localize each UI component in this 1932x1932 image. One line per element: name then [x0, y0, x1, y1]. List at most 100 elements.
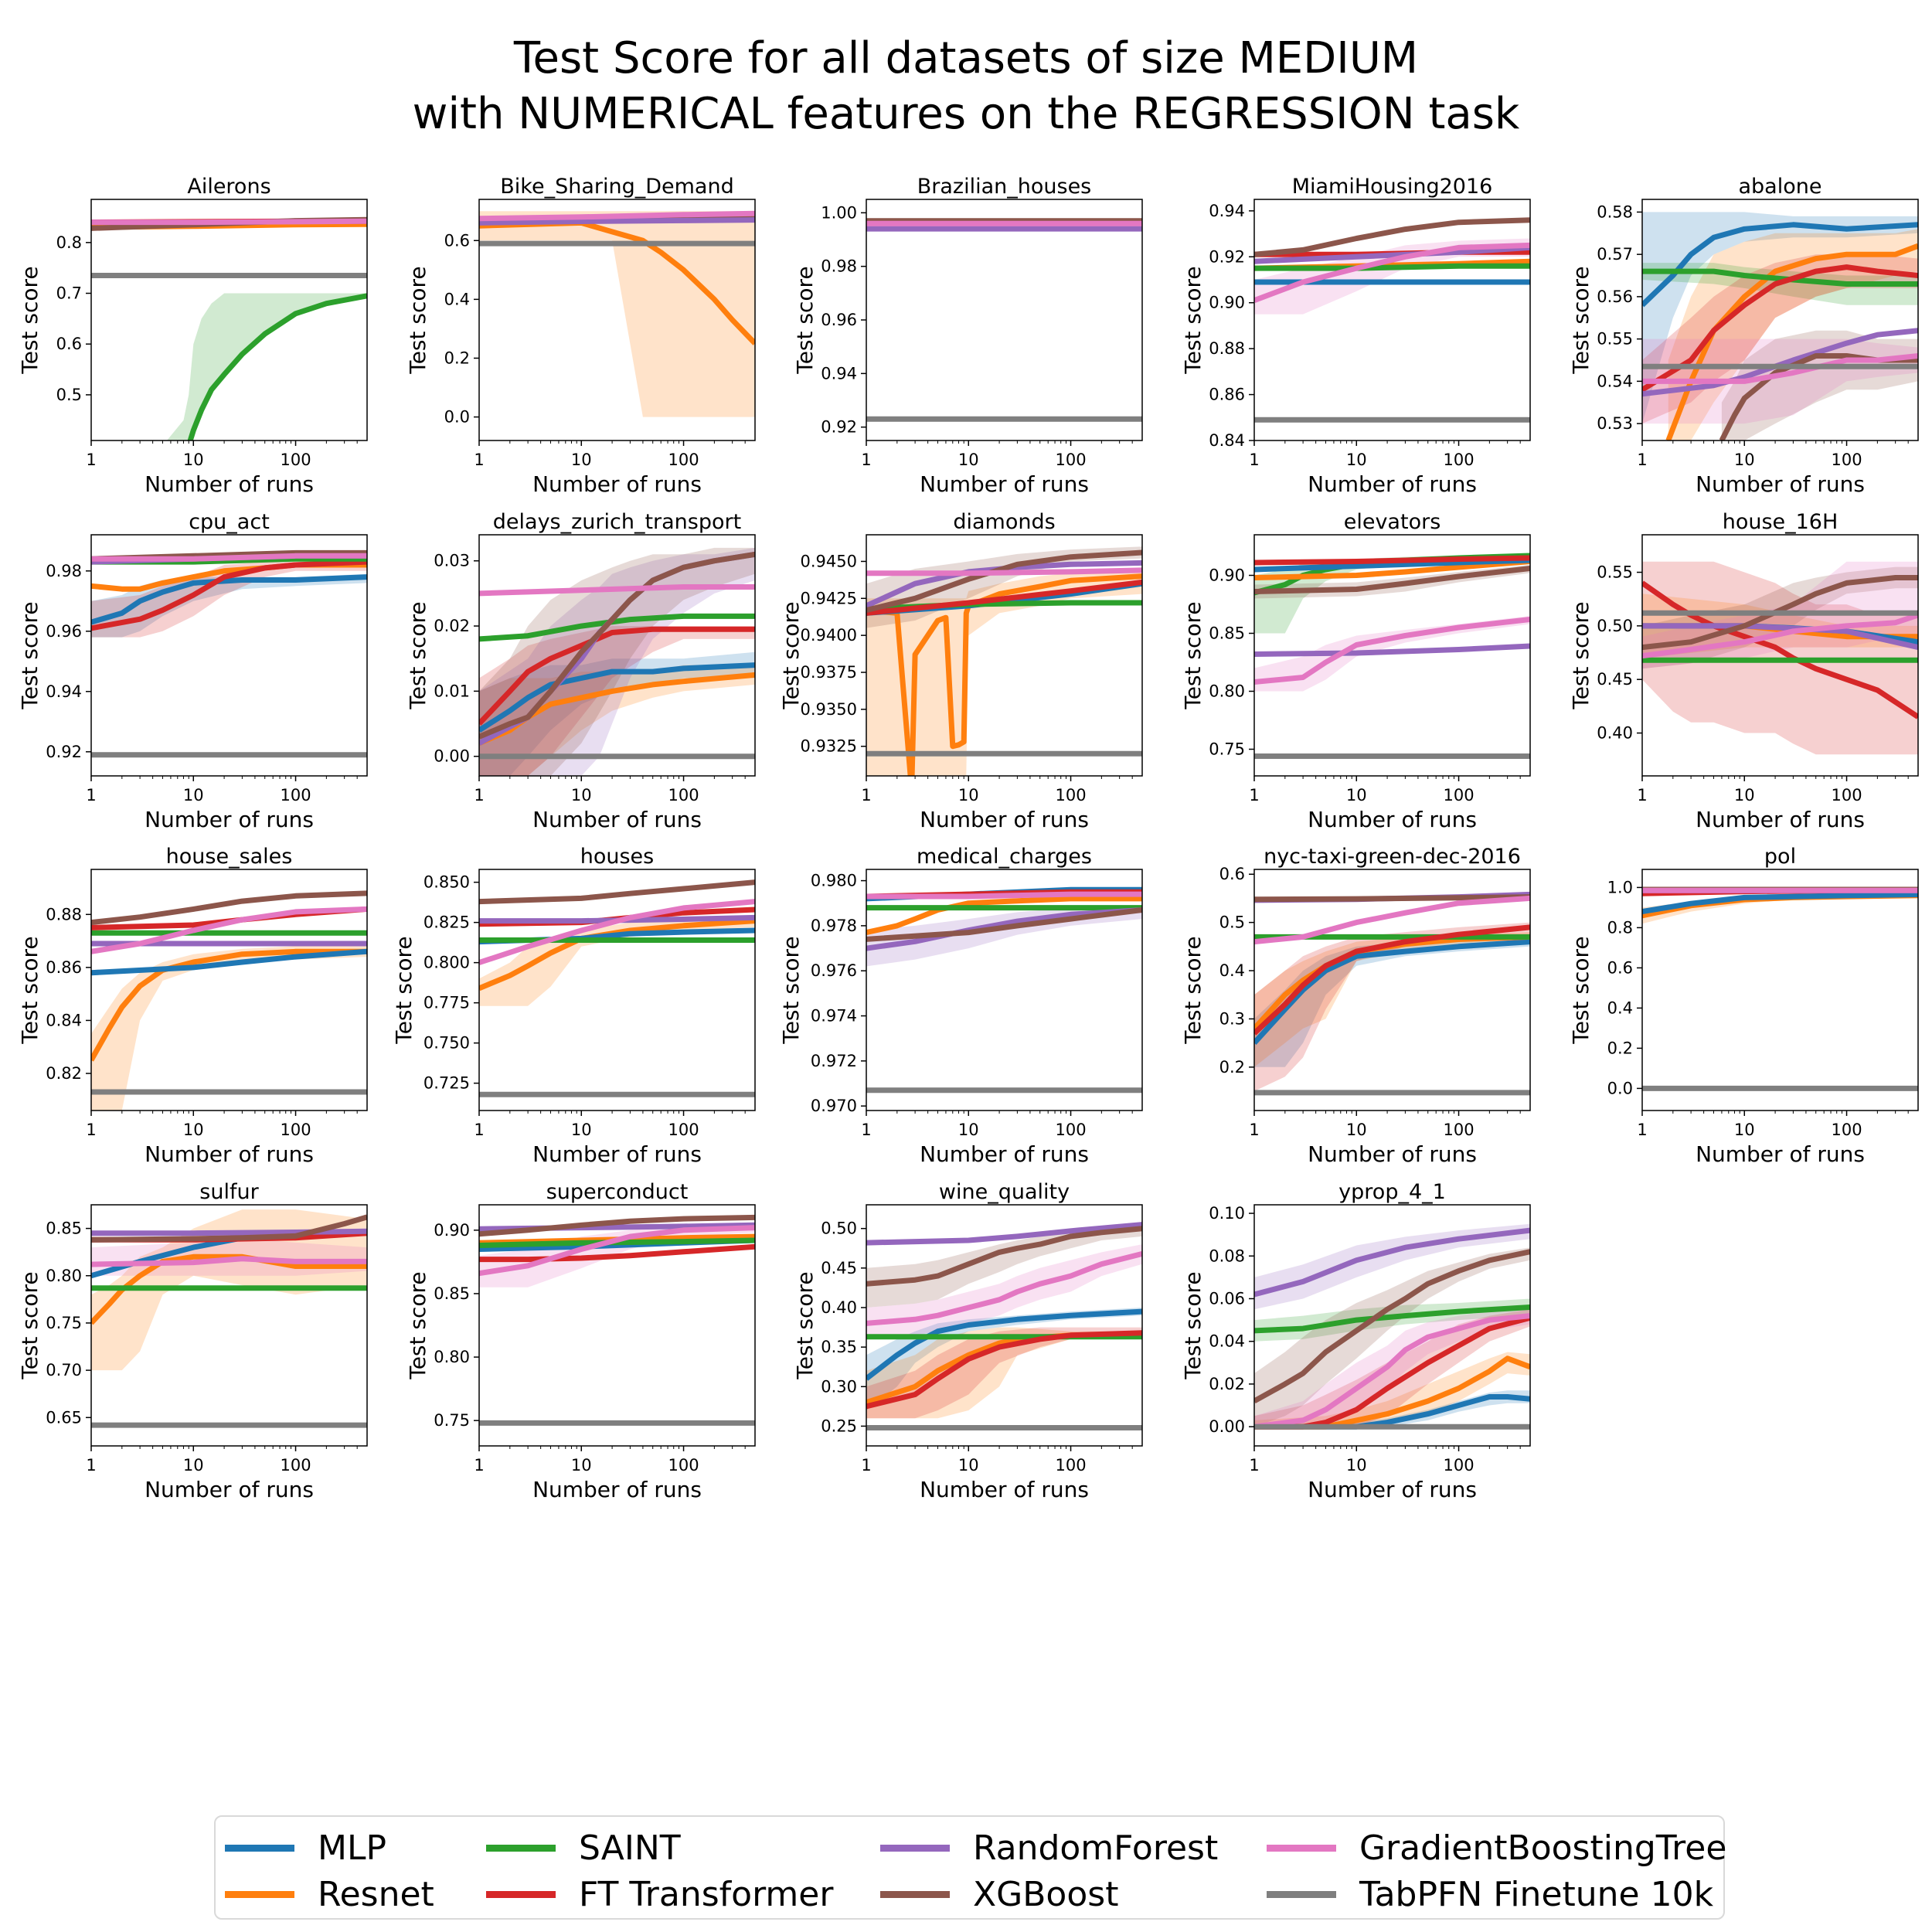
line-randomforest	[1254, 643, 1530, 657]
x-tick-label: 100	[1055, 786, 1086, 804]
y-axis-label: Test score	[17, 266, 43, 374]
subplot-miamihousing2016: MiamiHousing2016 1 10 100 0.84 0.86 0.88 0.90 0.…	[1180, 175, 1531, 497]
axes-frame	[478, 869, 756, 1111]
legend-item-xgboost: XGBoost	[880, 1871, 1118, 1917]
x-axis-label: Number of runs	[145, 1477, 314, 1502]
y-tick-label: 0.5	[56, 386, 82, 404]
line-mlp	[1254, 939, 1530, 1045]
y-tick-label: 0.85	[1209, 624, 1245, 643]
y-tick-label: 0.80	[434, 1348, 470, 1366]
x-tick-label: 10	[183, 1121, 204, 1139]
subplot-title: house_16H	[1723, 510, 1838, 534]
x-axis-label: Number of runs	[532, 807, 702, 832]
x-tick-label: 100	[1443, 786, 1474, 804]
y-tick-label: 0.30	[821, 1377, 857, 1396]
line-randomforest	[1642, 328, 1918, 397]
x-axis-label: Number of runs	[920, 1477, 1089, 1502]
plot-area	[1254, 891, 1530, 1096]
x-axis-label: Number of runs	[532, 1141, 702, 1167]
line-ft-transformer	[1642, 264, 1918, 393]
subplot-wine-quality: wine_quality 1 10 100 0.25 0.30 0.35 0.40 0.45 0.…	[792, 1180, 1143, 1502]
line-ft-transformer	[91, 559, 367, 631]
y-tick-label: 0.98	[821, 257, 857, 276]
x-tick-label: 100	[1831, 786, 1862, 804]
legend-label: SAINT	[579, 1828, 681, 1868]
x-tick-label: 100	[1443, 451, 1474, 469]
axes-frame	[866, 199, 1143, 441]
line-xgboost	[91, 1214, 367, 1243]
legend-item-tabpfn-finetune-10k: TabPFN Finetune 10k	[1267, 1871, 1713, 1917]
line-saint	[187, 293, 367, 440]
line-gradientboostingtree	[479, 210, 755, 222]
x-axis-label: Number of runs	[1308, 807, 1477, 832]
y-tick-label: 0.978	[811, 917, 857, 935]
y-tick-label: 0.00	[1209, 1417, 1245, 1436]
y-tick-label: 0.53	[1597, 414, 1633, 433]
line-gradientboostingtree	[91, 218, 367, 226]
y-tick-label: 0.55	[1597, 563, 1633, 582]
x-tick-label: 100	[280, 451, 311, 469]
legend-item-randomforest: RandomForest	[880, 1825, 1218, 1871]
x-tick-label: 1	[86, 786, 96, 804]
x-tick-label: 10	[183, 1456, 204, 1475]
y-tick-label: 0.92	[821, 418, 857, 437]
line-ft-transformer	[866, 1330, 1142, 1410]
line-resnet	[1254, 559, 1530, 580]
x-tick-label: 1	[861, 1121, 871, 1139]
x-tick-label: 1	[1637, 1121, 1647, 1139]
x-axis-label: Number of runs	[1308, 1141, 1477, 1167]
x-tick-label: 10	[183, 786, 204, 804]
x-tick-label: 100	[668, 451, 699, 469]
x-tick-label: 1	[86, 451, 96, 469]
x-tick-label: 1	[86, 1456, 96, 1475]
line-randomforest	[866, 1222, 1142, 1246]
y-tick-label: 0.84	[1209, 431, 1245, 450]
y-axis-label: Test score	[405, 601, 430, 709]
y-tick-label: 0.01	[434, 682, 470, 700]
subplot-title: superconduct	[546, 1180, 689, 1204]
band-xgboost	[1254, 1247, 1530, 1427]
subplot-house-sales: house_sales 1 10 100 0.82 0.84 0.86 0.88 Number …	[17, 845, 368, 1167]
x-axis-label: Number of runs	[532, 1477, 702, 1502]
axes-frame	[90, 869, 368, 1111]
y-axis-label: Test score	[17, 936, 43, 1044]
y-tick-label: 0.70	[46, 1361, 82, 1379]
line-gradientboostingtree	[866, 891, 1142, 900]
x-tick-label: 100	[1831, 451, 1862, 469]
line-mlp	[91, 948, 367, 976]
line-xgboost	[1254, 566, 1530, 594]
plot-area	[1642, 212, 1918, 440]
legend-item-ft-transformer: FT Transformer	[486, 1871, 833, 1917]
y-tick-label: 0.90	[434, 1221, 470, 1240]
legend-swatch	[486, 1844, 556, 1852]
y-tick-label: 0.03	[434, 552, 470, 570]
y-tick-label: 0.58	[1597, 202, 1633, 221]
plot-area	[1254, 217, 1530, 423]
x-tick-label: 10	[1346, 451, 1367, 469]
line-gradientboostingtree	[479, 584, 755, 597]
line-xgboost	[1642, 575, 1918, 651]
y-tick-label: 0.88	[1209, 339, 1245, 358]
y-tick-label: 0.25	[821, 1417, 857, 1435]
x-tick-label: 1	[861, 451, 871, 469]
legend-swatch	[225, 1890, 294, 1898]
x-tick-label: 1	[474, 451, 484, 469]
line-xgboost	[1254, 1249, 1530, 1404]
y-tick-label: 0.6	[444, 231, 470, 250]
axes-frame	[478, 1204, 756, 1447]
subplot-title: MiamiHousing2016	[1292, 175, 1493, 199]
axes-frame	[90, 199, 368, 441]
legend-label: XGBoost	[973, 1874, 1119, 1914]
band-gradientboostingtree	[479, 1223, 755, 1287]
y-tick-label: 0.45	[821, 1259, 857, 1277]
y-tick-label: 0.84	[46, 1011, 82, 1029]
legend-item-mlp: MLP	[225, 1825, 386, 1871]
x-axis-label: Number of runs	[1696, 1141, 1865, 1167]
line-gradientboostingtree	[1254, 1313, 1530, 1430]
subplot-title: house_sales	[166, 845, 293, 869]
line-gradientboostingtree	[1254, 617, 1530, 685]
line-xgboost	[866, 1226, 1142, 1287]
x-axis-label: Number of runs	[920, 807, 1089, 832]
subplot-title: sulfur	[199, 1180, 259, 1204]
band-resnet	[479, 916, 755, 1006]
